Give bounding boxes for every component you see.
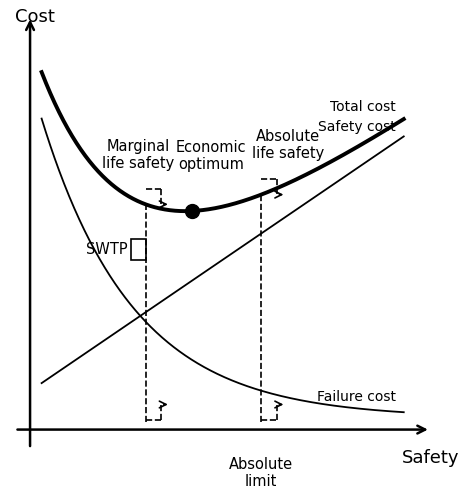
Text: Safety cost: Safety cost bbox=[318, 120, 396, 134]
Text: Failure cost: Failure cost bbox=[317, 390, 396, 404]
Text: Cost: Cost bbox=[14, 8, 55, 26]
Text: Absolute
limit: Absolute limit bbox=[229, 456, 293, 489]
Bar bbox=[131, 238, 146, 260]
Text: Absolute
life safety: Absolute life safety bbox=[252, 129, 324, 162]
Text: Marginal
life safety: Marginal life safety bbox=[102, 138, 174, 171]
Text: Economic
optimum: Economic optimum bbox=[176, 140, 247, 172]
Text: Total cost: Total cost bbox=[330, 100, 396, 114]
Text: SWTP: SWTP bbox=[85, 242, 127, 256]
Text: Safety: Safety bbox=[402, 449, 460, 467]
